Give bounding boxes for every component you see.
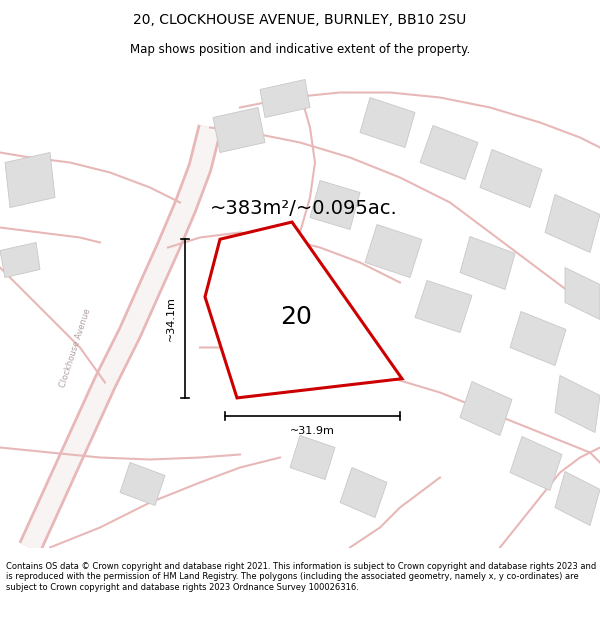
Text: Clockhouse Avenue: Clockhouse Avenue	[58, 307, 92, 388]
Text: Contains OS data © Crown copyright and database right 2021. This information is : Contains OS data © Crown copyright and d…	[6, 562, 596, 592]
Polygon shape	[260, 79, 310, 118]
Polygon shape	[415, 281, 472, 332]
Polygon shape	[480, 149, 542, 208]
Text: ~31.9m: ~31.9m	[290, 426, 335, 436]
Polygon shape	[510, 436, 562, 491]
Text: 20: 20	[280, 305, 312, 329]
Polygon shape	[340, 468, 387, 518]
Text: Map shows position and indicative extent of the property.: Map shows position and indicative extent…	[130, 42, 470, 56]
Polygon shape	[460, 236, 515, 289]
Polygon shape	[510, 311, 566, 366]
Polygon shape	[365, 224, 422, 278]
Polygon shape	[0, 242, 40, 278]
Polygon shape	[420, 126, 478, 179]
Polygon shape	[213, 107, 265, 152]
Polygon shape	[290, 436, 335, 479]
Polygon shape	[460, 381, 512, 436]
Polygon shape	[310, 181, 360, 229]
Polygon shape	[120, 462, 165, 506]
Text: 20, CLOCKHOUSE AVENUE, BURNLEY, BB10 2SU: 20, CLOCKHOUSE AVENUE, BURNLEY, BB10 2SU	[133, 12, 467, 27]
Text: ~383m²/~0.095ac.: ~383m²/~0.095ac.	[210, 199, 398, 218]
Text: ~34.1m: ~34.1m	[166, 296, 176, 341]
Polygon shape	[5, 152, 55, 208]
Polygon shape	[545, 194, 600, 252]
Polygon shape	[565, 268, 600, 319]
Polygon shape	[205, 222, 402, 398]
Polygon shape	[555, 471, 600, 526]
Polygon shape	[555, 376, 600, 432]
Polygon shape	[360, 98, 415, 148]
